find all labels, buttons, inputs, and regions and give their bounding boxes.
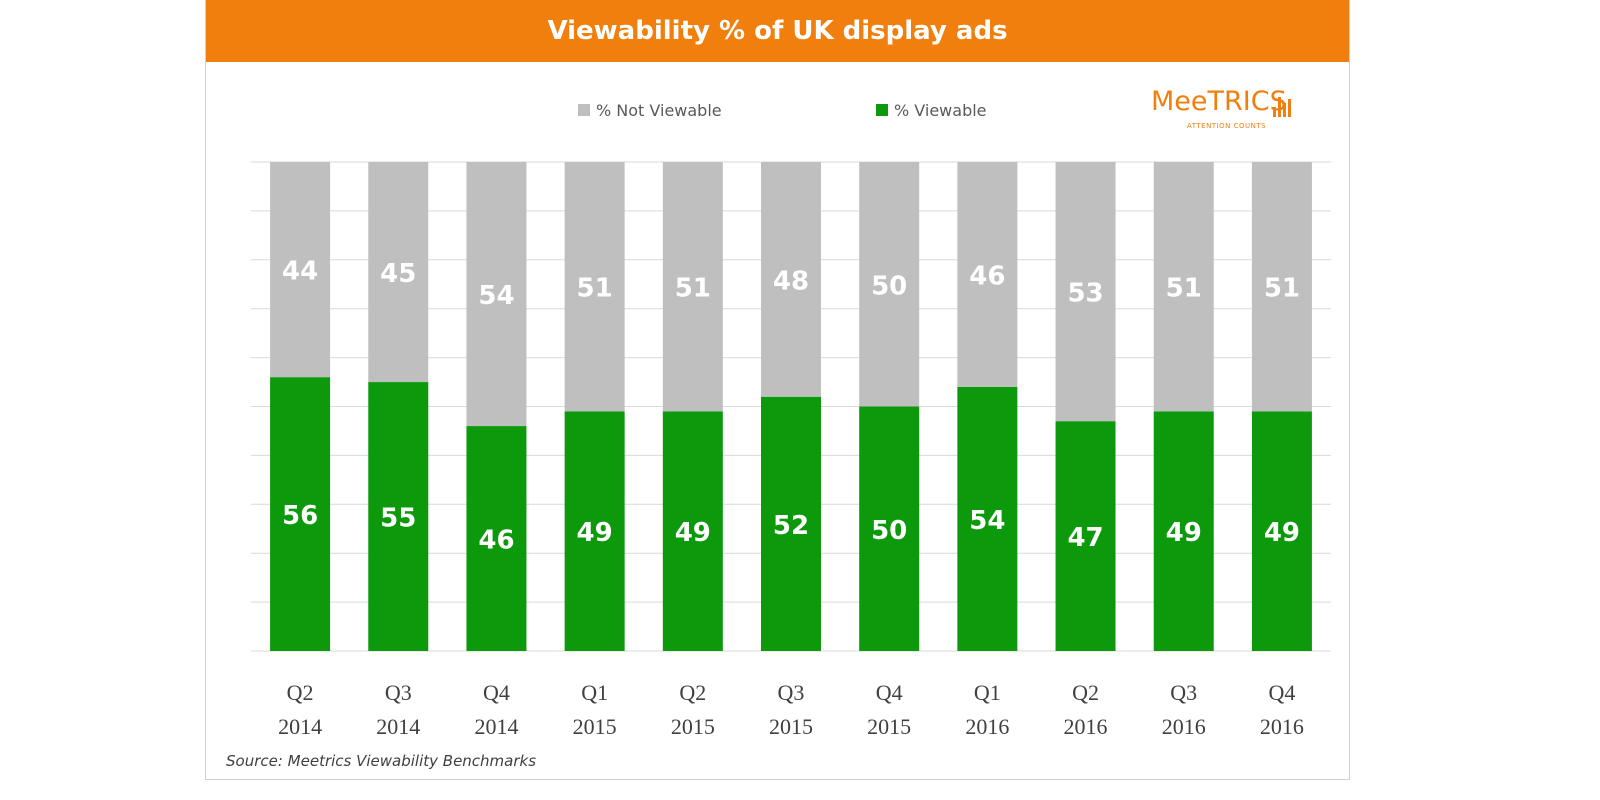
legend-item-viewable: % Viewable xyxy=(876,98,987,122)
bar-not-viewable xyxy=(368,162,429,383)
data-label-not-viewable: 46 xyxy=(969,261,1005,291)
data-label-not-viewable: 51 xyxy=(675,274,711,304)
legend-swatch-not-viewable xyxy=(578,104,590,116)
bar-viewable xyxy=(1055,421,1116,651)
legend-swatch-viewable xyxy=(876,104,888,116)
bar-not-viewable xyxy=(859,162,920,407)
logo-tagline: ATTENTION COUNTS xyxy=(1187,122,1267,130)
source-note: Source: Meetrics Viewability Benchmarks xyxy=(226,752,537,770)
bar-viewable xyxy=(270,377,331,651)
x-tick-label-quarter: Q4 xyxy=(483,680,510,705)
x-tick-label-quarter: Q4 xyxy=(1268,680,1295,705)
data-label-viewable: 49 xyxy=(577,518,613,548)
x-tick-label-quarter: Q4 xyxy=(876,680,903,705)
bar-not-viewable xyxy=(761,162,821,397)
bar-not-viewable xyxy=(1251,162,1312,412)
data-label-viewable: 52 xyxy=(773,511,809,541)
data-label-viewable: 47 xyxy=(1067,523,1103,553)
data-label-not-viewable: 51 xyxy=(1166,274,1202,304)
logo-bars-icon xyxy=(1273,97,1295,117)
data-label-not-viewable: 45 xyxy=(380,259,416,289)
bar-viewable xyxy=(957,386,1018,651)
x-tick-label-year: 2014 xyxy=(376,714,420,739)
data-label-not-viewable: 51 xyxy=(577,274,613,304)
data-label-not-viewable: 53 xyxy=(1067,279,1103,309)
data-label-viewable: 49 xyxy=(1166,518,1202,548)
x-tick-label-year: 2014 xyxy=(278,714,322,739)
bar-viewable xyxy=(564,411,625,651)
data-label-not-viewable: 50 xyxy=(871,271,907,301)
data-label-not-viewable: 51 xyxy=(1264,274,1300,304)
bar-not-viewable xyxy=(564,162,625,412)
bar-not-viewable xyxy=(957,162,1018,387)
data-label-viewable: 50 xyxy=(871,516,907,546)
bar-not-viewable xyxy=(270,162,331,378)
x-tick-label-year: 2015 xyxy=(573,714,617,739)
x-tick-label-quarter: Q1 xyxy=(974,680,1001,705)
bar-viewable xyxy=(466,426,527,651)
bar-not-viewable xyxy=(1055,162,1116,422)
bar-not-viewable xyxy=(1153,162,1214,412)
bar-viewable xyxy=(1153,411,1214,651)
x-tick-label-quarter: Q3 xyxy=(1170,680,1197,705)
legend: % Not Viewable % Viewable xyxy=(206,98,1349,122)
x-tick-label-year: 2016 xyxy=(1260,714,1304,739)
data-label-not-viewable: 48 xyxy=(773,266,809,296)
x-tick-label-quarter: Q3 xyxy=(778,680,805,705)
x-tick-label-quarter: Q2 xyxy=(679,680,706,705)
data-label-viewable: 55 xyxy=(380,504,416,534)
bar-not-viewable xyxy=(662,162,723,412)
x-tick-label-quarter: Q2 xyxy=(1072,680,1099,705)
legend-label-not-viewable: % Not Viewable xyxy=(596,100,722,120)
data-label-viewable: 54 xyxy=(969,506,1005,536)
x-tick-label-year: 2015 xyxy=(769,714,813,739)
x-tick-label-year: 2016 xyxy=(965,714,1009,739)
meetrics-logo: MeeTRICS ATTENTION COUNTS xyxy=(1151,86,1301,136)
chart-frame: Viewability % of UK display ads % Not Vi… xyxy=(205,0,1350,780)
x-tick-label-year: 2014 xyxy=(474,714,518,739)
data-label-not-viewable: 54 xyxy=(478,281,514,311)
data-label-viewable: 46 xyxy=(478,526,514,556)
legend-label-viewable: % Viewable xyxy=(894,100,987,120)
bar-viewable xyxy=(1251,411,1312,651)
legend-item-not-viewable: % Not Viewable xyxy=(578,98,722,122)
bar-viewable xyxy=(368,382,429,651)
x-tick-label-year: 2015 xyxy=(867,714,911,739)
chart-title: Viewability % of UK display ads xyxy=(547,16,1008,46)
x-tick-label-year: 2016 xyxy=(1162,714,1206,739)
data-label-viewable: 56 xyxy=(282,501,318,531)
bar-not-viewable xyxy=(466,162,527,427)
x-tick-label-quarter: Q1 xyxy=(581,680,608,705)
title-bar: Viewability % of UK display ads xyxy=(206,0,1349,62)
x-tick-label-year: 2015 xyxy=(671,714,715,739)
bar-viewable xyxy=(662,411,723,651)
x-tick-label-quarter: Q3 xyxy=(385,680,412,705)
data-label-viewable: 49 xyxy=(675,518,711,548)
x-tick-label-year: 2016 xyxy=(1064,714,1108,739)
data-label-viewable: 49 xyxy=(1264,518,1300,548)
bar-viewable xyxy=(859,406,920,651)
stacked-bar-chart: 56 44 Q2 2014 55 45 Q3 2014 46 54 Q4 2014 49 51 Q1 2015… xyxy=(251,161,1331,739)
x-tick-label-quarter: Q2 xyxy=(287,680,314,705)
logo-wordmark: MeeTRICS xyxy=(1151,86,1287,117)
bar-viewable xyxy=(761,396,821,651)
data-label-not-viewable: 44 xyxy=(282,257,318,287)
